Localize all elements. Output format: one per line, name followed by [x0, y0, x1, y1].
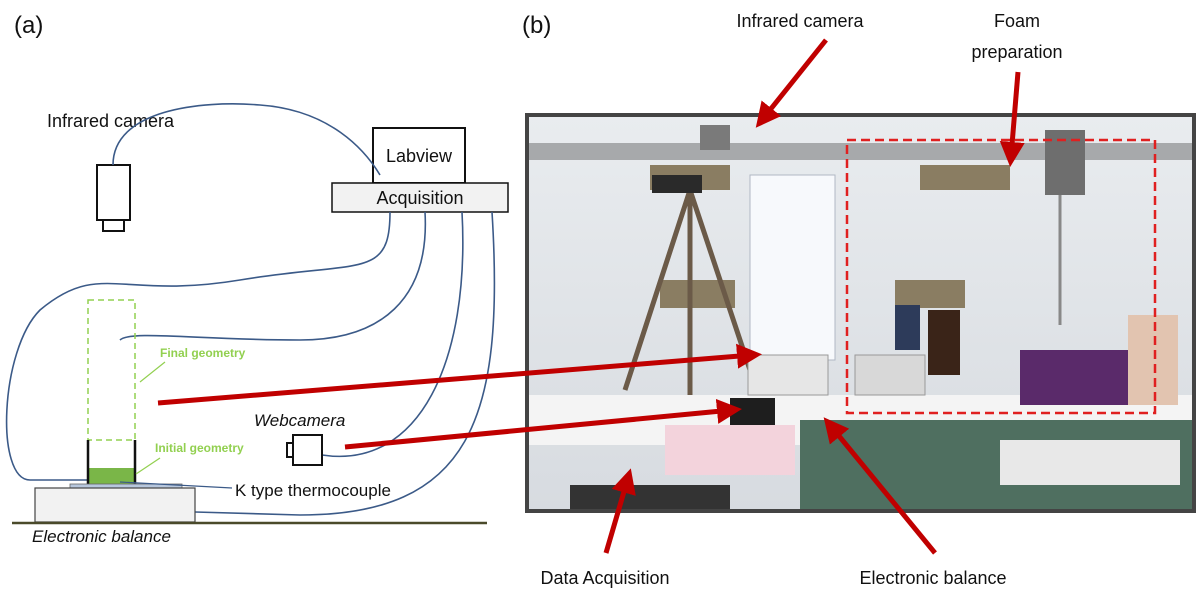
- data-acquisition-label: Data Acquisition: [540, 568, 669, 588]
- camera-label: Infrared camera: [47, 111, 175, 131]
- arrow: [344, 398, 742, 450]
- final-geometry-label: Final geometry: [160, 346, 246, 360]
- balance-box: [34, 487, 196, 523]
- webcam-label: Webcamera: [254, 411, 345, 430]
- data-logger: [570, 485, 730, 510]
- thermocouple-label: K type thermocouple: [235, 481, 391, 500]
- bottle: [895, 305, 920, 350]
- labview-box: [372, 127, 466, 184]
- final-geometry-outline: [87, 299, 136, 441]
- bottle: [928, 310, 960, 375]
- board: [749, 174, 836, 361]
- vent: [895, 280, 965, 308]
- arrow: [999, 71, 1025, 167]
- box: [665, 425, 795, 475]
- arrow: [823, 417, 937, 555]
- sockets: [1000, 440, 1180, 485]
- arrow: [755, 38, 828, 128]
- balance: [854, 354, 926, 396]
- camera-lens: [102, 219, 125, 232]
- foam-label: Foam: [994, 11, 1040, 31]
- final-geometry-pointer: [139, 361, 166, 383]
- acquisition-box: [331, 182, 509, 213]
- foam-region: [845, 138, 1157, 415]
- loop-cable: [119, 211, 427, 341]
- initial-geometry-pointer: [135, 457, 161, 475]
- arrow: [603, 468, 636, 554]
- thermocouple-pointer: [119, 481, 233, 489]
- panel-label: (a): [14, 12, 43, 39]
- camera-cable: [112, 103, 381, 176]
- pipe: [527, 143, 1194, 160]
- balance-label: Electronic balance: [859, 568, 1006, 588]
- hot-plate: [1020, 350, 1130, 405]
- panel-label: (b): [522, 12, 551, 39]
- jar: [1128, 315, 1178, 405]
- webcam: [292, 434, 323, 466]
- camera-body: [652, 175, 702, 193]
- labview-label: Labview: [386, 146, 453, 166]
- camera-label: Infrared camera: [736, 11, 864, 31]
- initial-geometry-label: Initial geometry: [155, 441, 244, 455]
- webcam-cable: [321, 211, 464, 458]
- balance-cable: [194, 211, 496, 516]
- lab-photo: [525, 113, 1196, 513]
- thermocouple-cable: [5, 211, 391, 481]
- ir-camera: [700, 125, 730, 150]
- arrow: [157, 343, 762, 406]
- foam-sample: [89, 468, 134, 484]
- balance: [747, 354, 829, 396]
- beaker: [86, 440, 137, 485]
- foam-label: preparation: [971, 42, 1062, 62]
- infrared-camera: [96, 164, 131, 221]
- webcam-lens: [286, 442, 294, 458]
- balance-label: Electronic balance: [32, 527, 171, 546]
- vent: [920, 165, 1010, 190]
- acquisition-label: Acquisition: [376, 188, 463, 208]
- photo-frame: [525, 113, 1196, 513]
